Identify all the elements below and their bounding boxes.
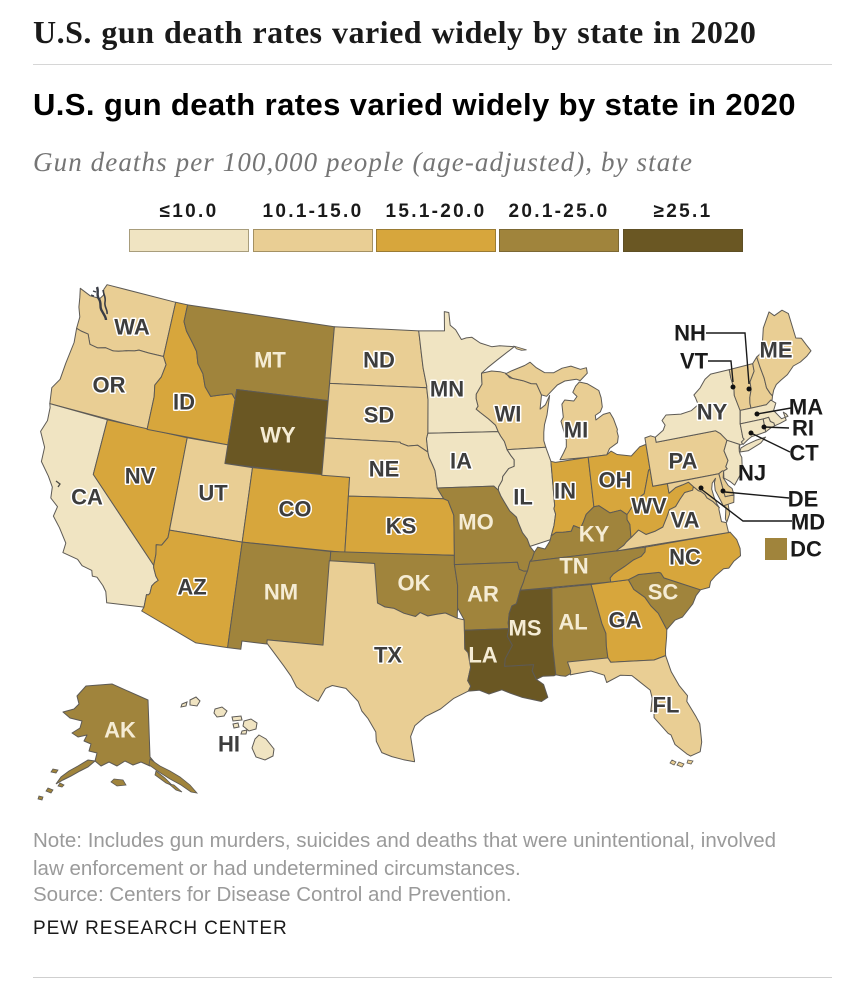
svg-text:SD: SD (364, 403, 395, 428)
svg-text:MN: MN (430, 377, 464, 402)
svg-text:ND: ND (363, 348, 395, 373)
svg-text:AZ: AZ (177, 575, 206, 600)
svg-text:WY: WY (260, 423, 296, 448)
svg-text:TN: TN (559, 554, 588, 579)
svg-text:PA: PA (669, 449, 698, 474)
svg-text:OH: OH (599, 468, 632, 493)
svg-text:KS: KS (386, 514, 417, 539)
svg-text:NY: NY (697, 400, 728, 425)
svg-text:OK: OK (398, 571, 431, 596)
svg-text:NE: NE (369, 457, 400, 482)
svg-text:KY: KY (579, 522, 610, 547)
svg-text:SC: SC (648, 580, 679, 605)
svg-text:MT: MT (254, 348, 286, 373)
svg-text:CA: CA (71, 485, 103, 510)
svg-text:AR: AR (467, 582, 499, 607)
svg-text:NJ: NJ (738, 461, 766, 486)
svg-text:AL: AL (558, 610, 587, 635)
svg-text:NC: NC (669, 545, 701, 570)
svg-text:LA: LA (468, 643, 497, 668)
svg-text:ME: ME (760, 338, 793, 363)
svg-text:MD: MD (791, 510, 825, 535)
svg-text:MO: MO (458, 510, 493, 535)
svg-text:IL: IL (513, 485, 533, 510)
svg-text:MA: MA (789, 395, 823, 420)
svg-text:AK: AK (104, 718, 136, 743)
svg-text:IA: IA (450, 449, 472, 474)
svg-text:OR: OR (93, 373, 126, 398)
svg-text:UT: UT (198, 481, 228, 506)
svg-text:CT: CT (789, 441, 819, 466)
svg-text:DC: DC (790, 537, 822, 562)
svg-text:WV: WV (631, 494, 667, 519)
svg-text:FL: FL (653, 693, 680, 718)
svg-text:VT: VT (680, 349, 709, 374)
svg-text:WI: WI (495, 402, 522, 427)
svg-text:CO: CO (279, 497, 312, 522)
svg-text:NV: NV (125, 464, 156, 489)
svg-text:MI: MI (564, 418, 588, 443)
svg-text:MS: MS (509, 616, 542, 641)
svg-text:ID: ID (173, 390, 195, 415)
svg-text:NM: NM (264, 580, 298, 605)
svg-text:NH: NH (674, 321, 706, 346)
svg-text:HI: HI (218, 732, 240, 757)
svg-text:IN: IN (554, 479, 576, 504)
svg-text:RI: RI (792, 416, 814, 441)
svg-text:VA: VA (671, 508, 700, 533)
svg-text:WA: WA (114, 315, 150, 340)
svg-text:TX: TX (374, 643, 402, 668)
svg-text:DE: DE (788, 487, 819, 512)
svg-text:GA: GA (609, 608, 642, 633)
